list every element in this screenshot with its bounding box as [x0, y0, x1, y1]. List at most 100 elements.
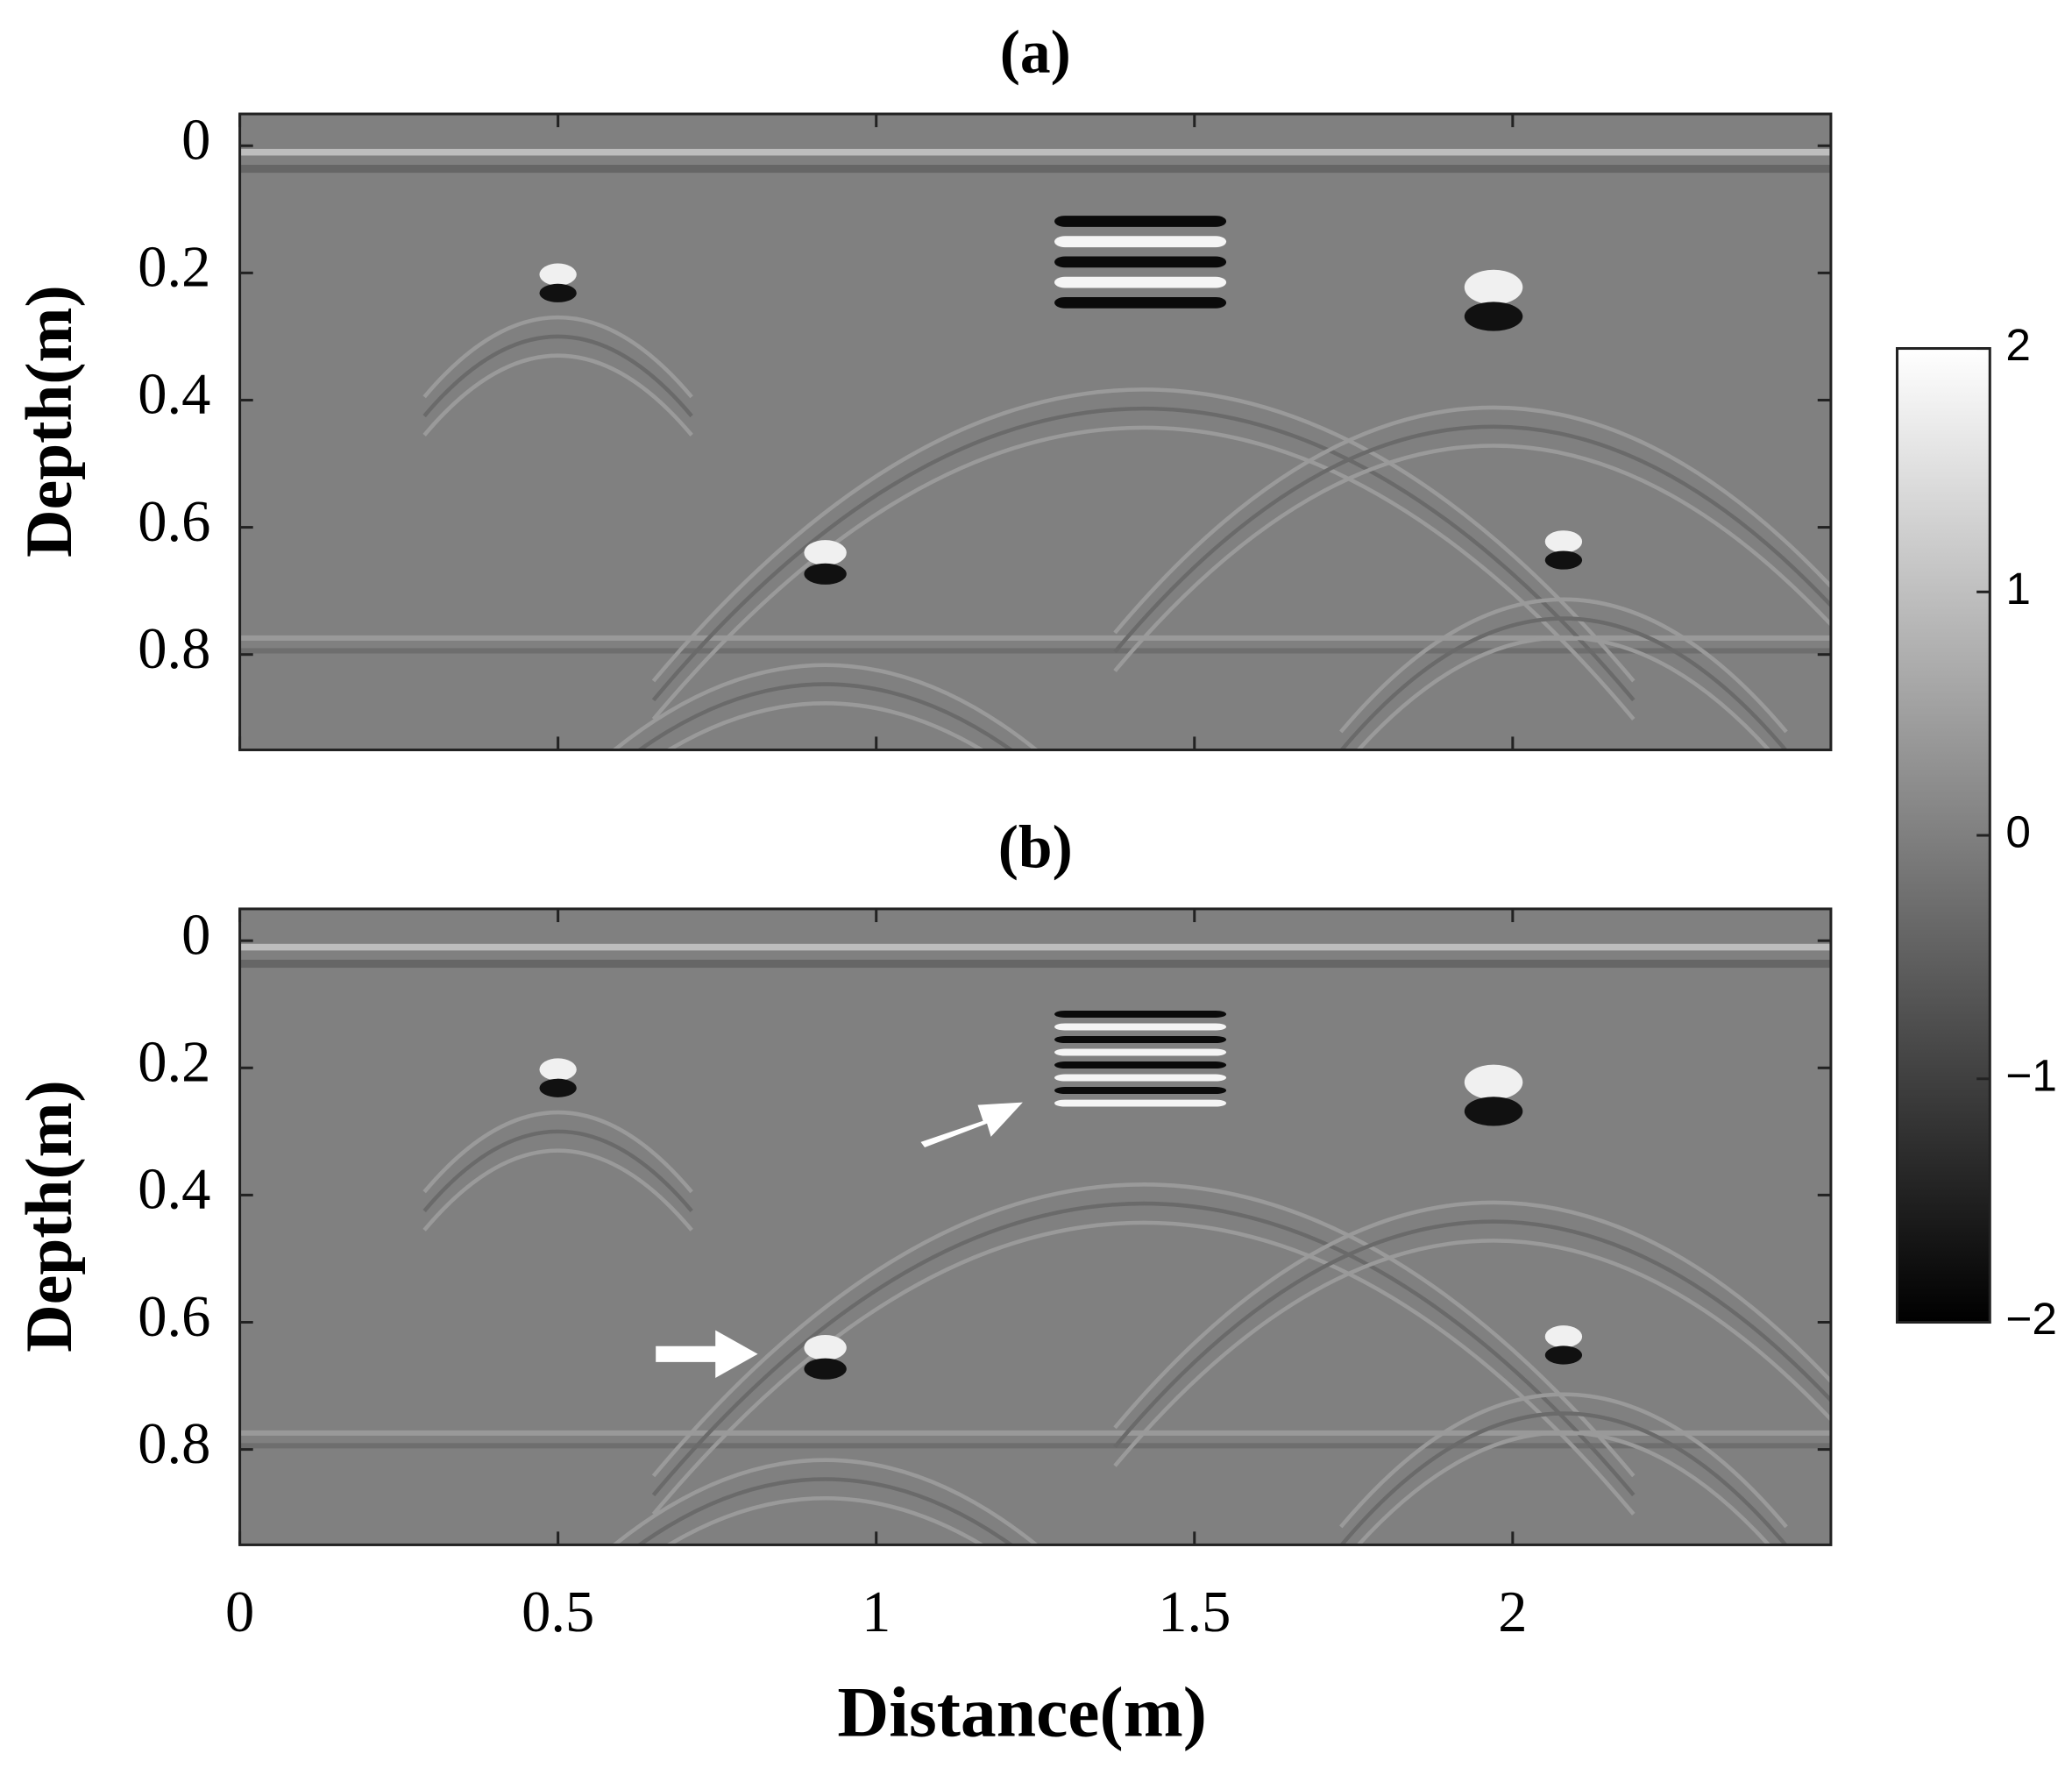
hyperbola [611, 1458, 1040, 1545]
reflector [539, 283, 577, 302]
y-tick-label: 0.8 [138, 617, 210, 681]
panel-title: (a) [1000, 18, 1071, 86]
reflector [539, 263, 577, 286]
stripe [1054, 1087, 1227, 1095]
panel-title: (b) [998, 813, 1073, 881]
colorbar-tick-label: 0 [2005, 806, 2031, 857]
reflector [804, 563, 847, 585]
x-tick-label: 2 [1498, 1580, 1527, 1644]
hyperbola [1339, 616, 1788, 750]
stripe [1054, 1061, 1227, 1069]
reflector [1544, 530, 1583, 553]
surface-band [239, 943, 1831, 951]
reflector [1464, 302, 1523, 331]
y-tick-label: 0.2 [138, 236, 210, 300]
layer-band [239, 1430, 1831, 1436]
reflector [1464, 1097, 1523, 1126]
hyperbola [1113, 1239, 1831, 1467]
stripe [1054, 1099, 1227, 1107]
surface-band [239, 959, 1831, 969]
reflector [539, 1078, 577, 1097]
hyperbola [651, 1201, 1636, 1497]
hyperbola [651, 387, 1636, 683]
hyperbola [422, 1129, 693, 1212]
x-axis-label: Distance(m) [837, 1672, 1207, 1752]
hyperbola [651, 1182, 1636, 1478]
hyperbola [664, 1495, 986, 1545]
hyperbola [422, 1111, 693, 1194]
reflector [1464, 1064, 1523, 1100]
radargram [239, 148, 1831, 750]
stripe [1054, 1048, 1227, 1056]
hyperbola [422, 353, 693, 437]
layer-band [239, 648, 1831, 654]
reflector [804, 1335, 847, 1361]
hyperbola [1339, 1392, 1788, 1529]
hyperbola [1113, 1219, 1831, 1449]
reflector [1544, 1325, 1583, 1348]
hyperbola [1339, 597, 1788, 734]
reflector [1544, 550, 1583, 570]
stripe [1054, 216, 1227, 227]
arrow [920, 1102, 1023, 1147]
stripe [1054, 1010, 1227, 1018]
hyperbola [1339, 1411, 1788, 1545]
hyperbola [1355, 1431, 1772, 1545]
x-tick-label: 1 [862, 1580, 891, 1644]
hyperbola [664, 701, 986, 750]
y-tick-label: 0.6 [138, 1285, 210, 1349]
colorbar-tick-label: −2 [2005, 1293, 2057, 1344]
y-tick-label: 0 [181, 109, 210, 173]
stripe [1054, 1023, 1227, 1031]
hyperbola [422, 334, 693, 418]
layer-band [239, 635, 1831, 641]
surface-band [239, 165, 1831, 174]
colorbar-tick-label: 1 [2005, 563, 2031, 614]
y-tick-label: 0 [181, 903, 210, 967]
stripe [1054, 236, 1227, 248]
plot-frame [238, 112, 1833, 752]
hyperbola [651, 1220, 1636, 1516]
y-tick-label: 0.4 [138, 363, 210, 427]
colorbar-tick-label: 2 [2005, 319, 2031, 370]
hyperbola [1113, 444, 1831, 672]
y-axis-label: Depth(m) [13, 1080, 86, 1352]
hyperbola [422, 316, 693, 399]
stripe [1054, 296, 1227, 309]
hyperbola [651, 406, 1636, 702]
hyperbola [1113, 1200, 1831, 1430]
hyperbola [422, 1148, 693, 1232]
reflector [804, 1358, 847, 1380]
stripe [1054, 276, 1227, 288]
stripe [1054, 1074, 1227, 1082]
hyperbola [1113, 424, 1831, 654]
hyperbola [636, 682, 1015, 750]
layer-band [239, 1443, 1831, 1449]
y-tick-label: 0.2 [138, 1031, 210, 1095]
hyperbola [636, 1477, 1015, 1545]
x-tick-label: 0 [225, 1580, 254, 1644]
x-tick-label: 0.5 [522, 1580, 594, 1644]
reflector [1544, 1345, 1583, 1365]
y-tick-label: 0.4 [138, 1158, 210, 1222]
reflector [539, 1058, 577, 1081]
y-tick-label: 0.6 [138, 490, 210, 554]
hyperbola [1355, 635, 1772, 750]
y-tick-label: 0.8 [138, 1412, 210, 1476]
hyperbola [611, 663, 1040, 750]
hyperbola [651, 425, 1636, 721]
surface-band [239, 148, 1831, 156]
hyperbola [1113, 405, 1831, 635]
stripe [1054, 1036, 1227, 1043]
x-tick-label: 1.5 [1158, 1580, 1231, 1644]
stripe [1054, 256, 1227, 268]
colorbar-tick-label: −1 [2005, 1049, 2057, 1100]
plot-frame [238, 907, 1833, 1546]
arrow [656, 1330, 758, 1378]
y-axis-label: Depth(m) [13, 285, 86, 557]
reflector [804, 540, 847, 566]
radargram [239, 943, 1831, 1545]
colorbar [1895, 347, 1991, 1324]
